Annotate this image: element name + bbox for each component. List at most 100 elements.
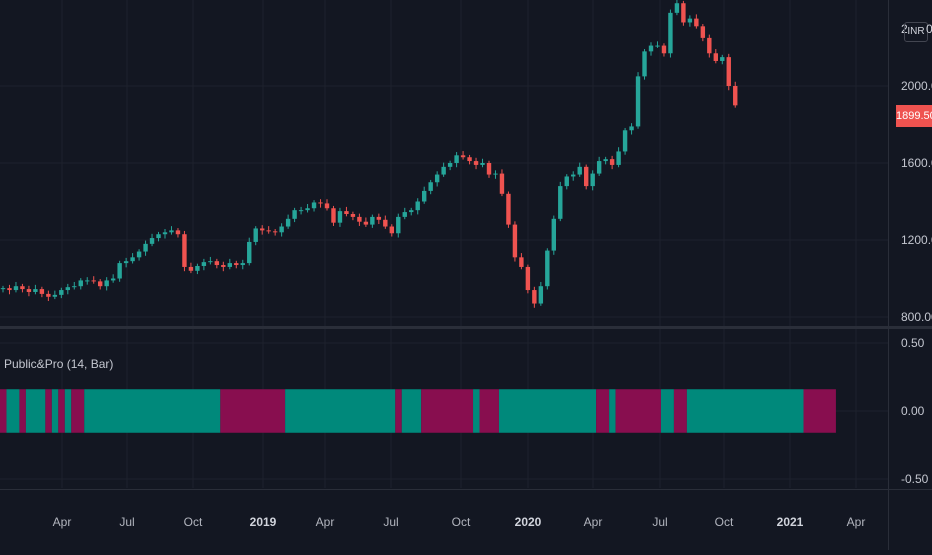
candle-body [240, 263, 245, 266]
candle-body [622, 130, 628, 152]
candle-body [188, 266, 194, 271]
candle-body [694, 18, 699, 27]
regime-segment [596, 389, 610, 433]
candle-body [571, 174, 576, 177]
candle-body [136, 251, 142, 258]
candle-body [707, 37, 712, 54]
regime-segment [25, 389, 46, 433]
candle-body [609, 159, 615, 165]
candle-body [506, 193, 511, 225]
candle-body [13, 286, 19, 291]
regime-segment [58, 389, 65, 433]
candle-body [642, 51, 647, 77]
currency-badge[interactable]: INR [904, 22, 928, 42]
candle-body [383, 219, 388, 227]
candle-body [467, 157, 472, 162]
candle-body [629, 126, 634, 131]
candle-body [402, 212, 407, 217]
candle-body [305, 208, 310, 211]
regime-segment [45, 389, 52, 433]
x-tick-label: 2020 [515, 515, 542, 529]
last-price-tag: 1899.50 [896, 105, 932, 127]
candle-body [486, 163, 492, 175]
candle-body [635, 76, 641, 127]
candle-body [389, 226, 394, 234]
candle-body [318, 202, 323, 204]
candle-body [195, 265, 200, 271]
candle-body [668, 12, 673, 54]
candle-body [26, 289, 32, 292]
candle-body [558, 186, 563, 219]
regime-segment [473, 389, 480, 433]
candle-body [78, 280, 83, 287]
candle-body [337, 211, 343, 223]
candle-body [661, 45, 667, 54]
regime-segment [84, 389, 221, 433]
candle-body [214, 261, 220, 266]
candle-body [519, 257, 524, 267]
candle-body [272, 231, 278, 233]
candle-body [156, 234, 161, 239]
candle-body [65, 287, 70, 291]
candle-body [344, 211, 349, 215]
y-tick-label: 2000.00 [901, 79, 932, 93]
candle-body [0, 288, 6, 290]
candle-body [376, 216, 382, 220]
candle-body [447, 163, 453, 167]
candle-body [525, 266, 531, 291]
candle-body [260, 228, 265, 231]
candle-body [130, 257, 135, 262]
candle-body [674, 3, 680, 13]
candle-body [33, 289, 38, 292]
candle-body [149, 238, 155, 244]
candle-body [52, 294, 58, 297]
x-tick-label: Oct [715, 515, 734, 529]
regime-segment [395, 389, 402, 433]
y-tick-label: 1600.00 [901, 156, 932, 170]
candle-body [162, 232, 168, 235]
candle-body [473, 161, 479, 165]
candle-body [20, 286, 25, 290]
candle-body [169, 230, 174, 233]
regime-segment [803, 389, 836, 433]
candle-body [512, 224, 518, 258]
regime-segment [421, 389, 474, 433]
candle-body [499, 173, 505, 194]
regime-segment [6, 389, 20, 433]
candle-body [208, 261, 213, 263]
x-tick-label: Jul [383, 515, 398, 529]
candle-body [324, 203, 330, 209]
regime-segment [401, 389, 422, 433]
candle-body [584, 166, 589, 187]
candle-body [577, 166, 582, 175]
scale-option-label[interactable]: 0 [926, 22, 932, 36]
candle-body [85, 280, 90, 282]
candle-body [655, 45, 660, 47]
candle-body [733, 86, 738, 106]
candle-body [221, 265, 226, 267]
candle-body [123, 261, 129, 264]
candle-body [441, 166, 446, 175]
candle-body [39, 289, 45, 294]
candle-body [493, 173, 498, 175]
candle-body [460, 155, 466, 158]
candle-body [616, 151, 621, 165]
candle-body [285, 218, 291, 227]
y-tick-label: 1200.00 [901, 233, 932, 247]
x-tick-label: Apr [584, 515, 603, 529]
candle-body [396, 216, 401, 234]
x-tick-label: Jul [119, 515, 134, 529]
candle-body [104, 280, 109, 287]
candle-body [298, 210, 304, 212]
candle-body [700, 26, 706, 38]
candle-body [363, 221, 369, 225]
candle-body [201, 262, 207, 266]
candle-body [279, 226, 284, 233]
candle-body [266, 230, 271, 232]
indicator-y-tick-label: 0.50 [901, 336, 925, 350]
x-tick-label: Apr [316, 515, 335, 529]
y-tick-label: 800.00 [901, 310, 932, 324]
candle-body [182, 234, 187, 267]
